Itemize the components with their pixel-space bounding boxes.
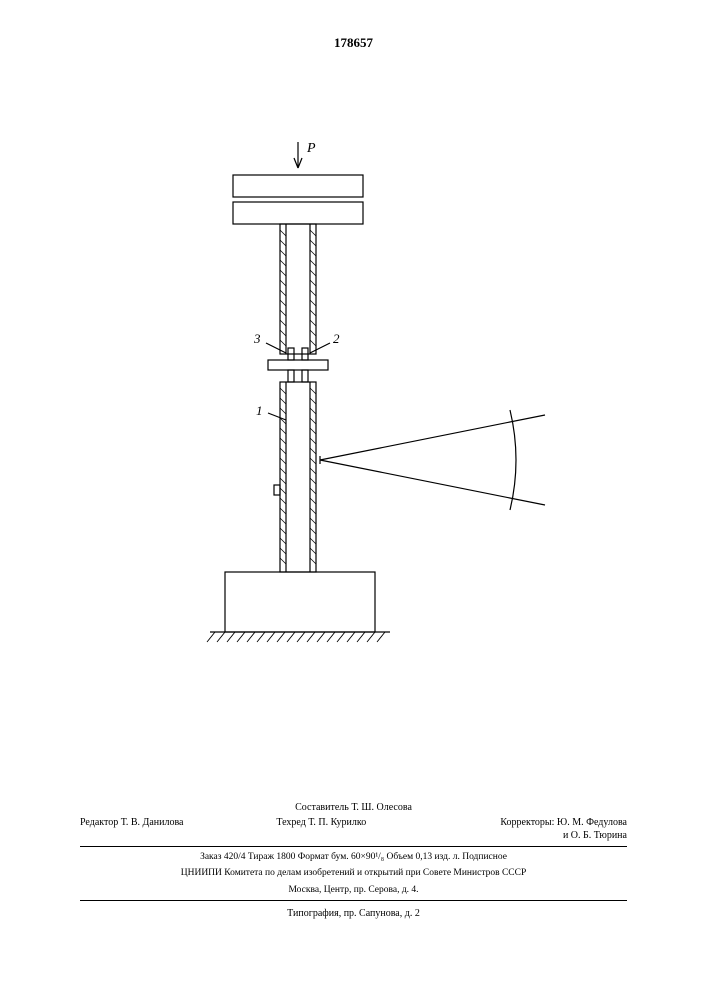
ref-label-1: 1 xyxy=(256,403,263,418)
pub-line1: Заказ 420/4 Тираж 1800 Формат бум. 60×90… xyxy=(80,851,627,863)
technical-figure: P 2 3 xyxy=(150,130,550,670)
correctors-line2: и О. Б. Тюрина xyxy=(563,830,627,841)
footer-block: Составитель Т. Ш. Олесова Редактор Т. В.… xyxy=(80,801,627,920)
techred: Техред Т. П. Курилко xyxy=(241,816,402,842)
rule-1 xyxy=(80,846,627,847)
rule-2 xyxy=(80,900,627,901)
ref-label-2: 2 xyxy=(333,331,340,346)
compiler-line: Составитель Т. Ш. Олесова xyxy=(80,801,627,814)
editor-row: Редактор Т. В. Данилова Техред Т. П. Кур… xyxy=(80,816,627,842)
pub-line3: Москва, Центр, пр. Серова, д. 4. xyxy=(80,884,627,896)
ref-label-3: 3 xyxy=(253,331,261,346)
pub-line2: ЦНИИПИ Комитета по делам изобретений и о… xyxy=(80,867,627,879)
force-label: P xyxy=(306,141,316,156)
editor: Редактор Т. В. Данилова xyxy=(80,816,241,842)
correctors: Корректоры: Ю. М. Федулова и О. Б. Тюрин… xyxy=(402,816,627,842)
typography-line: Типография, пр. Сапунова, д. 2 xyxy=(80,907,627,920)
correctors-line1: Корректоры: Ю. М. Федулова xyxy=(500,817,627,828)
page-number: 178657 xyxy=(334,35,373,51)
